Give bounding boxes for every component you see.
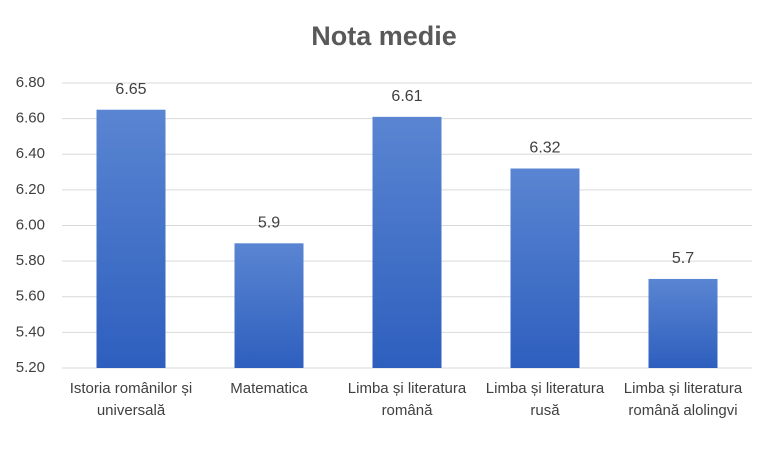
y-tick-label: 6.80 bbox=[16, 74, 45, 91]
bar bbox=[648, 278, 718, 368]
y-tick-label: 6.40 bbox=[16, 145, 45, 162]
x-tick-label: Limba și literatura română alolingvi bbox=[623, 380, 743, 419]
x-tick-label: Limba și literatura rusă bbox=[485, 380, 605, 419]
y-tick-label: 5.40 bbox=[16, 323, 45, 340]
data-label: 6.61 bbox=[391, 88, 422, 105]
bar bbox=[96, 109, 166, 368]
data-label: 6.65 bbox=[115, 81, 146, 98]
data-label: 6.32 bbox=[529, 140, 560, 157]
x-tick-label: Istoria românilor și universală bbox=[69, 380, 193, 419]
x-tick-label: Limba și literatura română bbox=[347, 380, 467, 419]
y-tick-label: 6.60 bbox=[16, 110, 45, 127]
data-label: 5.7 bbox=[672, 250, 694, 267]
y-tick-label: 6.20 bbox=[16, 181, 45, 198]
x-tick-label: Matematica bbox=[230, 380, 308, 397]
y-tick-label: 5.20 bbox=[16, 359, 45, 376]
bar bbox=[234, 243, 304, 368]
data-label: 5.9 bbox=[258, 215, 280, 232]
chart-title: Nota medie bbox=[311, 21, 457, 51]
bar bbox=[372, 116, 442, 368]
y-tick-label: 6.00 bbox=[16, 216, 45, 233]
y-tick-label: 5.60 bbox=[16, 288, 45, 305]
bar bbox=[510, 168, 580, 368]
y-tick-label: 5.80 bbox=[16, 252, 45, 269]
